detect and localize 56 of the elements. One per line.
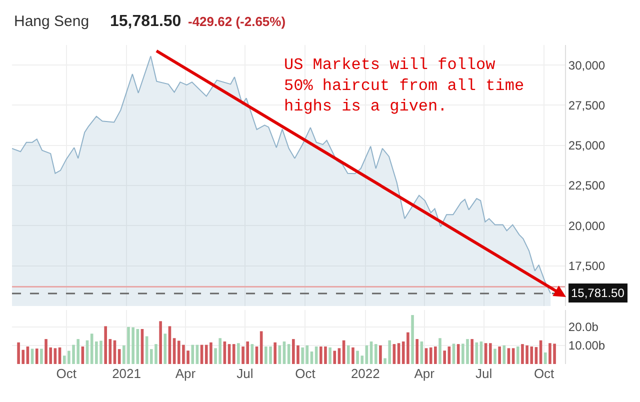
bar (452, 344, 456, 364)
bar (352, 347, 354, 364)
bar (274, 342, 276, 364)
text: 15,781.50 (110, 13, 182, 30)
bar (118, 349, 121, 364)
x-tick-label: Oct (56, 366, 77, 381)
y-tick-label: 27,500 (568, 98, 606, 112)
bar (498, 346, 501, 364)
x-tick-label: Jul (236, 366, 254, 381)
bar (374, 344, 378, 364)
bar (516, 346, 520, 364)
bar (397, 343, 400, 364)
bar (379, 345, 382, 364)
bar (416, 339, 418, 364)
x-tick-label: 2022 (350, 366, 380, 381)
bar (237, 343, 240, 364)
bar (544, 352, 547, 364)
y-tick-label: 25,000 (568, 138, 606, 153)
y-tick-label: 22,500 (568, 178, 606, 193)
bar (443, 350, 446, 364)
bar (104, 326, 107, 364)
bar (30, 348, 34, 364)
bar (159, 321, 162, 364)
bar (328, 347, 332, 364)
y-tick-label: 10.00b (568, 338, 606, 353)
x-tick-label: Oct (295, 366, 316, 381)
bar (164, 334, 167, 364)
bar (232, 344, 236, 364)
bar (488, 343, 492, 364)
y-tick-label: 17,500 (568, 259, 606, 274)
x-tick-label: Jul (476, 366, 492, 381)
bar (260, 331, 263, 364)
y-tick-label: 20.0b (568, 320, 599, 334)
bar (470, 339, 474, 364)
x-tick-label: Oct (534, 366, 555, 381)
x-tick-label: Apr (414, 366, 436, 381)
bar (475, 342, 478, 364)
y-tick-label: 30,000 (568, 58, 606, 72)
bar (484, 343, 488, 364)
chart-title: Hang Seng (14, 13, 90, 30)
x-tick-label: Apr (175, 366, 196, 381)
bar (54, 348, 57, 364)
bar (191, 344, 194, 364)
bar (333, 350, 336, 364)
bar (35, 348, 38, 364)
bar (346, 345, 350, 364)
y-tick-label: 20,000 (568, 218, 606, 233)
annotation: US Markets will follow 50% haircut from all time highs is a given. (284, 56, 524, 116)
bar (494, 348, 496, 364)
bar (411, 315, 414, 364)
text: -429.62 (-2.65%) (188, 14, 286, 29)
ref-line-label: 15,781.50 (571, 286, 625, 300)
x-tick-label: 2021 (112, 366, 141, 381)
bar (438, 338, 442, 364)
bar (502, 345, 506, 364)
bar (40, 348, 43, 364)
